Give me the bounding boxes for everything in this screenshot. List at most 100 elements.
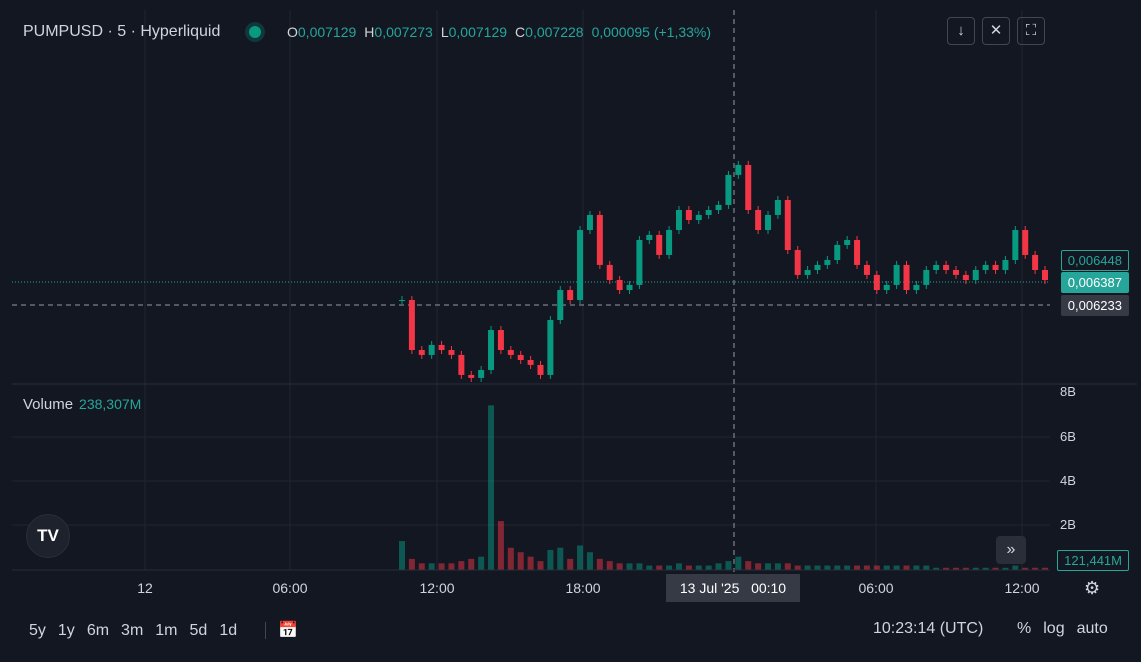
- volume-bars: [399, 405, 1048, 570]
- scale-options: % log auto: [1017, 620, 1108, 638]
- range-button[interactable]: 6m: [86, 622, 110, 639]
- volume-bar: [933, 567, 940, 570]
- volume-bar: [705, 565, 712, 570]
- volume-bar: [418, 563, 425, 570]
- candle-body: [448, 350, 455, 355]
- candle-body: [972, 270, 979, 281]
- range-button[interactable]: 3m: [121, 622, 144, 639]
- candle-body: [765, 214, 772, 231]
- ohlc-item: O0,007129: [287, 24, 356, 40]
- candle-body: [478, 370, 485, 378]
- candle-body: [507, 350, 514, 355]
- candles: [399, 160, 1048, 382]
- volume-bar: [903, 565, 910, 570]
- scale-button[interactable]: auto: [1076, 620, 1108, 637]
- ohlc-value: 0,007129: [448, 24, 508, 40]
- candle-body: [626, 284, 633, 291]
- candle-body: [873, 274, 880, 291]
- candle-body: [962, 274, 969, 281]
- volume-bar: [408, 558, 415, 570]
- candle-body: [666, 230, 673, 255]
- candle-body: [755, 210, 762, 231]
- range-button[interactable]: 1d: [219, 622, 238, 639]
- change: 0,000095 (+1,33%): [591, 24, 712, 40]
- candle-body: [933, 264, 940, 271]
- time-tick: 06:00: [272, 580, 308, 596]
- volume-bar: [1022, 567, 1029, 570]
- candle-body: [824, 260, 831, 265]
- volume-bar: [557, 547, 564, 570]
- candle-body: [596, 214, 603, 265]
- volume-bar: [715, 563, 722, 570]
- volume-bar: [478, 556, 485, 570]
- range-button[interactable]: 1m: [155, 622, 178, 639]
- candle-body: [399, 300, 405, 302]
- candle-body: [527, 360, 534, 365]
- volume-bar: [1042, 567, 1048, 570]
- candle-body: [715, 204, 722, 211]
- volume-bar: [448, 563, 455, 570]
- candle-body: [616, 280, 623, 291]
- scroll-right-button[interactable]: »: [996, 536, 1026, 564]
- symbol-title: PUMPUSD · 5 · Hyperliquid: [23, 23, 221, 40]
- candle-body: [923, 270, 930, 285]
- range-button[interactable]: 5y: [29, 622, 46, 639]
- candle-body: [418, 350, 425, 355]
- range-button[interactable]: 5d: [189, 622, 208, 639]
- tv-logo[interactable]: TV: [26, 514, 70, 558]
- candle-body: [685, 210, 692, 221]
- candle-body: [517, 354, 524, 361]
- volume-bar: [755, 563, 762, 570]
- fullscreen-button[interactable]: ⛶: [1017, 17, 1045, 45]
- ohlc-key: O: [287, 24, 298, 40]
- volume-bar: [854, 565, 861, 570]
- settings-icon[interactable]: ⚙: [1084, 578, 1101, 598]
- scale-button[interactable]: log: [1043, 620, 1065, 637]
- volume-bar: [784, 563, 791, 570]
- volume-bar: [982, 567, 989, 570]
- candle-body: [794, 250, 801, 275]
- candle-body: [834, 244, 841, 261]
- volume-bar: [458, 561, 465, 570]
- candle-body: [537, 364, 544, 375]
- candle-body: [675, 210, 682, 231]
- volume-bar: [586, 552, 593, 570]
- volume-bar: [507, 547, 514, 570]
- candle-body: [408, 300, 415, 351]
- range-button[interactable]: 1y: [57, 622, 75, 639]
- volume-bar: [893, 565, 900, 570]
- volume-bar: [646, 565, 653, 570]
- candle-body: [883, 284, 890, 291]
- collapse-button[interactable]: ✕: [982, 17, 1010, 45]
- volume-bar: [488, 405, 495, 570]
- candle-body: [844, 240, 851, 245]
- candle-body: [1002, 260, 1009, 271]
- time-tick: 12:00: [419, 580, 455, 596]
- volume-bar: [527, 556, 534, 570]
- volume-bar: [626, 563, 633, 570]
- candle-body: [725, 174, 732, 205]
- candle-body: [636, 240, 643, 285]
- ohlc-value: 0,007129: [297, 24, 357, 40]
- volume-bar: [666, 565, 673, 570]
- volume-bar: [952, 567, 959, 570]
- range-bar: 5y 1y 6m 3m 1m 5d 1d 📅: [29, 620, 299, 640]
- time-tick: 06:00: [858, 580, 894, 596]
- candle-body: [1042, 270, 1048, 281]
- volume-bar: [428, 563, 435, 570]
- price-label: 0,006448: [1060, 250, 1129, 271]
- volume-label: Volume: [23, 396, 74, 413]
- volume-current: 121,441M: [1057, 550, 1129, 571]
- volume-bar: [844, 565, 851, 570]
- candle-body: [646, 234, 653, 241]
- date-range-button[interactable]: 📅: [265, 622, 299, 639]
- scale-button[interactable]: %: [1017, 620, 1032, 637]
- candle-body: [1032, 254, 1039, 271]
- volume-bar: [567, 558, 574, 570]
- volume-bar: [616, 563, 623, 570]
- candle-body: [577, 230, 584, 301]
- download-button[interactable]: ↓: [947, 17, 975, 45]
- grid: [12, 10, 1050, 570]
- volume-bar: [834, 565, 841, 570]
- volume-bar: [873, 565, 880, 570]
